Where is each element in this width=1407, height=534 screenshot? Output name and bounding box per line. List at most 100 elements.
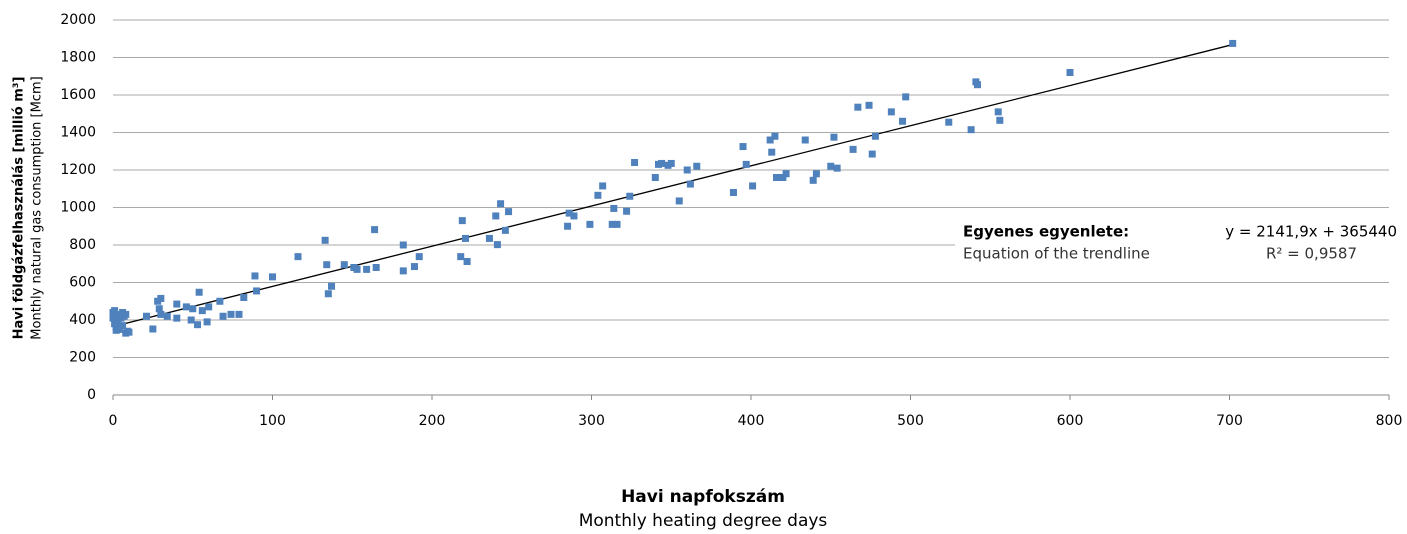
y-tick-label: 600: [69, 275, 96, 291]
point: [812, 170, 820, 178]
x-tick-label: 200: [419, 413, 446, 429]
point: [994, 108, 1002, 116]
point: [623, 207, 631, 215]
point: [122, 310, 130, 318]
x-tick-label: 300: [578, 413, 605, 429]
point: [112, 326, 120, 334]
point: [142, 312, 150, 320]
point: [827, 162, 835, 170]
x-tick-label: 400: [738, 413, 765, 429]
point: [125, 328, 133, 336]
point: [240, 294, 248, 301]
annotation-subtitle: Equation of the trendline: [963, 245, 1150, 263]
point: [594, 191, 602, 199]
marks: [109, 39, 1237, 337]
y-tick-label: 1600: [60, 87, 96, 103]
y-tick-label: 2000: [60, 12, 96, 28]
x-axis-title: Havi napfokszám: [621, 487, 785, 507]
point: [198, 307, 206, 315]
point: [739, 143, 747, 151]
point: [809, 176, 817, 184]
point: [565, 209, 573, 217]
point: [410, 263, 418, 271]
point: [119, 322, 127, 330]
point: [626, 192, 634, 200]
point: [235, 310, 243, 318]
point: [111, 307, 119, 315]
point: [1066, 69, 1074, 76]
y-tick-label: 0: [87, 387, 96, 403]
point: [157, 294, 165, 302]
y-tick-label: 1800: [60, 50, 96, 66]
point: [693, 162, 701, 170]
point: [461, 234, 469, 242]
point: [854, 103, 862, 111]
point: [371, 226, 379, 234]
annotation-equation: y = 2141,9x + 365440: [1225, 223, 1397, 241]
y-tick-label: 800: [69, 237, 96, 253]
point: [340, 261, 348, 269]
point: [324, 290, 332, 298]
point: [463, 258, 471, 265]
point: [801, 136, 809, 144]
point: [173, 300, 181, 308]
grid: [112, 19, 1390, 400]
point: [651, 174, 659, 181]
point: [195, 288, 203, 296]
point: [157, 310, 165, 318]
point: [871, 132, 879, 140]
x-tick-label: 700: [1216, 413, 1243, 429]
y-tick-label: 400: [69, 312, 96, 328]
point: [830, 133, 838, 141]
point: [505, 208, 513, 216]
y-tick-label: 200: [69, 350, 96, 366]
point: [667, 159, 675, 167]
point: [114, 318, 122, 326]
point: [458, 217, 466, 225]
point: [899, 117, 907, 125]
point: [323, 261, 331, 269]
point: [729, 189, 737, 196]
point: [599, 182, 607, 190]
point: [771, 132, 779, 140]
point: [415, 253, 423, 261]
point: [216, 297, 224, 305]
point: [203, 318, 211, 326]
point: [749, 182, 757, 190]
point: [887, 108, 895, 116]
point: [675, 197, 683, 205]
point: [945, 118, 953, 126]
point: [155, 305, 163, 313]
point: [253, 287, 261, 295]
point: [996, 116, 1004, 124]
point: [608, 220, 616, 228]
x-axis-subtitle: Monthly heating degree days: [579, 511, 828, 531]
point: [658, 159, 666, 167]
point: [683, 166, 691, 174]
point: [363, 265, 371, 273]
point: [173, 314, 181, 322]
point: [194, 321, 202, 329]
point: [321, 236, 329, 244]
point: [501, 226, 509, 234]
point: [686, 180, 694, 188]
trendline: [112, 43, 1233, 328]
point: [457, 253, 465, 261]
point: [205, 303, 213, 311]
point: [833, 164, 841, 172]
y-tick-label: 1400: [60, 125, 96, 141]
point: [967, 126, 975, 134]
y-axis-subtitle: Monthly natural gas consumption [Mcm]: [30, 76, 45, 339]
x-tick-label: 0: [109, 413, 118, 429]
point: [372, 264, 380, 271]
point: [865, 101, 873, 109]
point: [187, 316, 195, 324]
point: [269, 273, 276, 281]
point: [485, 234, 493, 242]
point: [902, 93, 910, 101]
point: [219, 312, 227, 320]
annotation-title: Egyenes egyenlete:: [963, 223, 1129, 241]
point: [163, 312, 171, 320]
x-tick-label: 500: [897, 413, 924, 429]
